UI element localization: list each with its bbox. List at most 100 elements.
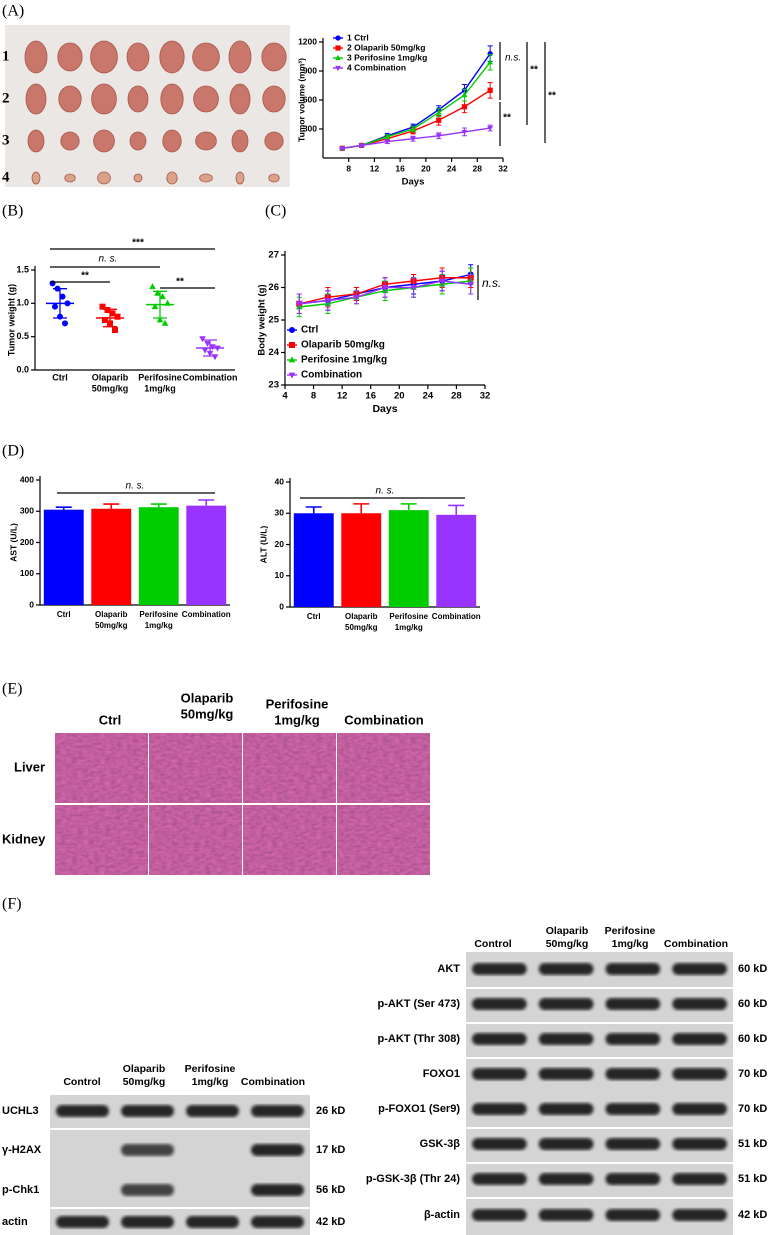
y-tick-label: 24: [268, 347, 279, 358]
annotation: n.s.: [505, 53, 521, 64]
legend-label: Combination: [301, 370, 362, 381]
marker: [295, 301, 303, 308]
band: [472, 998, 527, 1010]
bar: [293, 513, 334, 607]
tumor: [127, 85, 149, 113]
band: [672, 1103, 727, 1115]
error-bar: [150, 503, 167, 508]
row-label: 3: [2, 132, 10, 148]
tumor: [93, 129, 115, 153]
y-axis-label: ALT (U/L): [258, 526, 268, 564]
protein-label: GSK-3β: [420, 1138, 461, 1150]
bar: [436, 514, 477, 607]
annotation: n. s.: [126, 481, 145, 492]
tumor: [159, 40, 185, 74]
y-tick-label: 200: [20, 537, 34, 547]
marker: [335, 54, 341, 61]
marker: [438, 278, 446, 285]
band: [605, 1173, 661, 1185]
marker: [199, 336, 206, 343]
marker: [99, 303, 106, 310]
marker: [435, 109, 442, 115]
band: [472, 1138, 527, 1150]
x-tick-label: 8: [311, 391, 316, 402]
band: [672, 1033, 727, 1045]
tumor: [133, 173, 143, 183]
band: [121, 1184, 174, 1196]
x-tick-label: 1mg/kg: [144, 383, 176, 393]
x-tick-label: 50mg/kg: [345, 623, 378, 632]
protein-label: FOXO1: [423, 1068, 460, 1080]
column-label: Olaparib: [181, 690, 234, 705]
y-tick-label: 0.0: [16, 364, 29, 374]
marker: [211, 354, 219, 361]
bar: [43, 509, 84, 605]
legend-label: Olaparib 50mg/kg: [301, 340, 385, 351]
tumor: [57, 42, 83, 72]
column-label: Ctrl: [99, 712, 121, 727]
y-tick-label: 900: [303, 65, 317, 75]
y-tick-label: 0: [29, 599, 34, 609]
marker: [435, 133, 442, 139]
y-tick-label: 1200: [298, 36, 317, 46]
band: [251, 1144, 304, 1156]
x-tick-label: 50mg/kg: [92, 383, 129, 393]
band: [672, 963, 727, 975]
x-tick-label: Ctrl: [307, 612, 321, 621]
x-tick-label: 28: [473, 163, 483, 173]
legend-label: Perifosine 1mg/kg: [301, 355, 387, 366]
marker: [487, 87, 493, 93]
marker: [461, 92, 468, 98]
row-label: 4: [2, 169, 10, 185]
x-tick-label: 32: [480, 391, 491, 402]
marker: [52, 303, 58, 310]
y-tick-label: 300: [303, 123, 317, 133]
band: [121, 1144, 174, 1156]
tissue-texture: [243, 805, 336, 875]
error-bar: [448, 504, 465, 515]
error-bar: [198, 499, 215, 506]
tumor: [160, 83, 184, 115]
size-label: 51 kD: [738, 1138, 767, 1150]
marker: [62, 320, 68, 327]
series-line: [342, 89, 491, 150]
marker: [201, 347, 209, 354]
marker: [102, 317, 108, 323]
y-tick-label: 100: [20, 568, 34, 578]
band: [672, 998, 727, 1010]
panel-label: (C): [265, 203, 286, 220]
marker: [410, 285, 417, 292]
y-tick-label: 23: [268, 380, 279, 391]
panel-label: (B): [2, 203, 23, 220]
y-tick-label: 27: [268, 250, 279, 261]
x-tick-label: 24: [423, 391, 434, 402]
legend-label: 4 Combination: [347, 62, 406, 72]
protein-label: p-AKT (Ser 473): [377, 998, 460, 1010]
tumor: [129, 131, 147, 151]
panel-label: (F): [2, 896, 22, 913]
tumor: [126, 42, 150, 72]
marker: [289, 342, 295, 348]
x-tick-label: Olaparib: [95, 610, 128, 619]
band: [251, 1105, 304, 1117]
band: [251, 1216, 304, 1228]
band: [56, 1216, 109, 1228]
tumor: [199, 173, 213, 183]
band: [56, 1105, 109, 1117]
band: [605, 963, 661, 975]
tumor: [261, 42, 287, 72]
tumor: [31, 171, 41, 185]
band: [121, 1105, 174, 1117]
x-axis-label: Days: [402, 177, 425, 188]
y-tick-label: 40: [275, 476, 285, 486]
tumor: [166, 171, 178, 185]
lane-label: Control: [474, 938, 511, 950]
band: [538, 1033, 594, 1045]
series-line: [342, 127, 491, 150]
bar: [186, 505, 227, 605]
error-bar: [55, 506, 72, 510]
x-tick-label: Perifosine: [138, 372, 182, 382]
y-tick-label: 300: [20, 506, 34, 516]
band: [672, 1068, 727, 1080]
marker: [59, 293, 66, 300]
